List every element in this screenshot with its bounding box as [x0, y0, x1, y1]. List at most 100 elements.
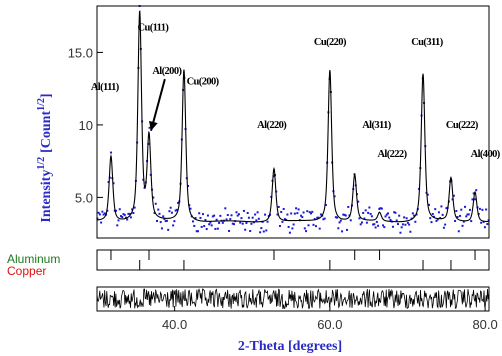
observed-point — [127, 212, 130, 215]
observed-point — [214, 227, 217, 230]
observed-point — [282, 207, 285, 210]
y-tick-label: 15.0 — [68, 45, 93, 60]
y-axis-title-unit: [Count — [39, 111, 54, 153]
observed-point — [426, 193, 429, 196]
observed-point — [236, 214, 239, 217]
observed-point — [339, 219, 342, 222]
observed-point — [365, 221, 368, 224]
observed-point — [260, 227, 263, 230]
observed-point — [377, 224, 380, 227]
observed-point — [313, 218, 316, 221]
peak-label: Al(111) — [91, 82, 120, 93]
observed-point — [201, 213, 204, 216]
observed-point — [159, 221, 162, 224]
observed-point — [482, 220, 485, 223]
observed-point — [189, 207, 192, 210]
observed-point — [393, 211, 396, 214]
observed-point — [259, 231, 262, 234]
observed-point — [153, 211, 156, 214]
observed-point — [310, 212, 313, 215]
observed-point — [221, 221, 224, 224]
observed-point — [251, 216, 254, 219]
phase-label: Copper — [7, 264, 46, 278]
observed-point — [247, 216, 250, 219]
observed-point — [204, 218, 207, 221]
observed-point — [237, 213, 240, 216]
observed-point — [391, 225, 394, 228]
observed-point — [230, 214, 233, 217]
observed-point — [388, 216, 391, 219]
observed-point — [370, 215, 373, 218]
y-axis-title-unit-exp: 1/2 — [36, 98, 47, 111]
observed-point — [206, 214, 209, 217]
y-axis-title: Intensity1/2[Count1/2] — [36, 93, 54, 222]
observed-point — [398, 214, 401, 217]
observed-point — [156, 219, 158, 222]
observed-point — [408, 223, 411, 226]
observed-point — [288, 231, 291, 234]
observed-point — [485, 208, 488, 211]
observed-point — [235, 211, 238, 214]
observed-point — [100, 221, 103, 224]
observed-point — [272, 175, 275, 178]
observed-point — [122, 213, 125, 216]
y-tick-label: 10 — [79, 118, 93, 133]
observed-point — [97, 211, 100, 214]
observed-point — [480, 221, 483, 224]
observed-point — [290, 212, 293, 215]
observed-point — [280, 210, 283, 213]
observed-point — [456, 215, 459, 218]
observed-point — [374, 226, 377, 229]
observed-point — [431, 213, 434, 215]
observed-point — [255, 219, 258, 222]
observed-point — [167, 228, 170, 231]
observed-point — [317, 216, 320, 219]
observed-point — [226, 214, 229, 217]
observed-point — [460, 208, 463, 211]
observed-point — [384, 215, 387, 218]
observed-point — [403, 216, 406, 219]
observed-point — [209, 221, 212, 224]
observed-point — [349, 219, 352, 222]
observed-point — [316, 216, 319, 219]
observed-point — [118, 208, 121, 211]
observed-point — [168, 210, 171, 213]
observed-point — [278, 225, 281, 228]
observed-point — [436, 218, 439, 221]
observed-point — [254, 213, 257, 216]
observed-point — [385, 213, 388, 216]
observed-point — [193, 224, 196, 227]
observed-point — [306, 210, 309, 213]
peak-label: Cu(200) — [187, 76, 220, 87]
observed-point — [459, 214, 462, 217]
observed-point — [334, 216, 337, 219]
phase-label: Aluminum — [7, 252, 60, 266]
observed-point — [363, 217, 366, 220]
observed-point — [428, 203, 430, 206]
observed-point — [467, 213, 470, 216]
difference-panel-frame — [96, 286, 490, 312]
observed-point — [455, 209, 458, 212]
observed-point — [173, 220, 176, 223]
observed-point — [333, 195, 336, 198]
observed-point — [292, 223, 295, 226]
observed-point — [195, 230, 198, 233]
observed-point — [213, 214, 216, 217]
observed-point — [303, 227, 306, 230]
observed-point — [454, 219, 457, 222]
observed-point — [101, 210, 104, 213]
observed-point — [337, 227, 340, 230]
observed-point — [457, 230, 460, 233]
observed-point — [404, 223, 407, 226]
observed-point — [401, 223, 404, 226]
observed-point — [387, 212, 390, 215]
observed-points — [96, 5, 490, 234]
observed-point — [375, 220, 378, 223]
observed-point — [471, 198, 474, 201]
observed-point — [338, 221, 341, 224]
peak-label: Cu(222) — [446, 120, 479, 131]
observed-point — [249, 230, 252, 233]
observed-point — [358, 217, 361, 220]
